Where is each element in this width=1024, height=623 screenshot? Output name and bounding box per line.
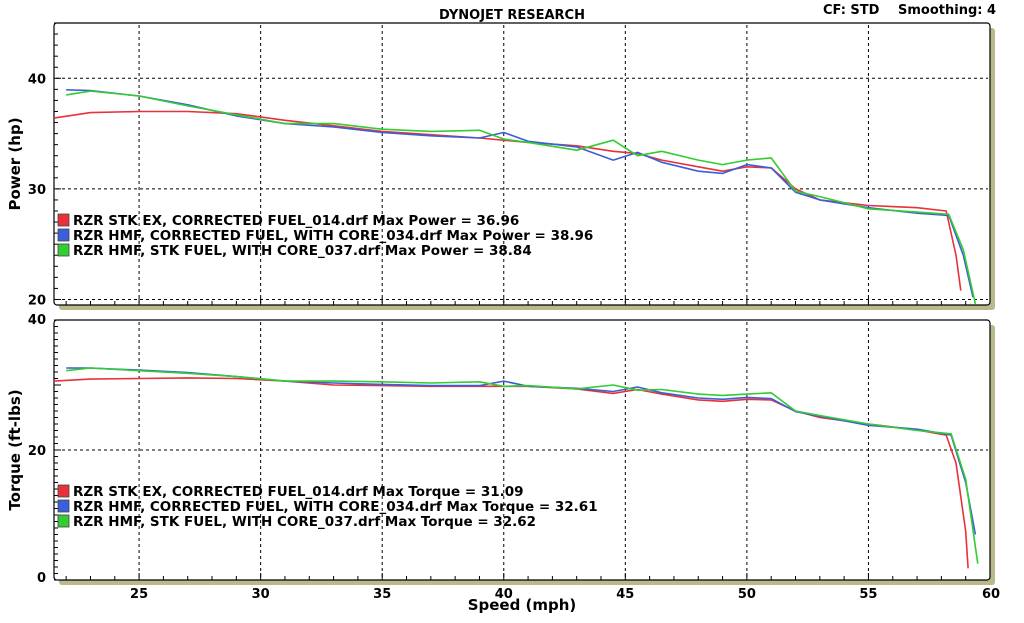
power-series-0 (53, 110, 962, 291)
power-y-axis-label: Power (hp) (6, 117, 24, 210)
torque-legend-swatch-1 (57, 499, 70, 513)
power-legend: RZR STK EX, CORRECTED FUEL_014.drf Max P… (57, 213, 593, 259)
power-y-tick-label: 40 (28, 72, 46, 87)
torque-y-tick-label: 40 (28, 313, 46, 328)
torque-legend-entry-0: RZR STK EX, CORRECTED FUEL_014.drf Max T… (73, 484, 524, 500)
power-series-2 (66, 90, 977, 305)
x-tick-label: 30 (252, 587, 270, 602)
x-tick-label: 25 (130, 587, 148, 602)
power-legend-entry-2: RZR HMF, STK FUEL, WITH CORE_037.drf Max… (73, 243, 532, 259)
power-panel: 20 30 40 RZR STK EX, CORRECTED FUEL_014.dr… (28, 22, 995, 310)
power-panel-frame (53, 22, 991, 306)
torque-series-2 (66, 367, 979, 564)
torque-panel: 0 20 40 25 30 35 40 45 50 55 60 RZR STK EX, CORREC… (28, 313, 1000, 602)
power-y-tick-label: 30 (28, 183, 46, 198)
x-tick-label: 40 (495, 587, 513, 602)
smoothing-label: Smoothing: 4 (898, 3, 996, 18)
power-series-group (53, 89, 977, 305)
cf-label: CF: STD (823, 3, 880, 18)
torque-legend-swatch-0 (57, 484, 70, 498)
torque-y-tick-label: 20 (28, 444, 46, 459)
torque-y-tick-label: 0 (37, 571, 46, 586)
power-legend-swatch-0 (57, 213, 70, 227)
power-legend-swatch-1 (57, 228, 70, 242)
torque-y-axis-label: Torque (ft-lbs) (6, 389, 24, 510)
torque-legend-entry-1: RZR HMF, CORRECTED FUEL, WITH CORE_034.d… (73, 499, 598, 515)
torque-legend-entry-2: RZR HMF, STK FUEL, WITH CORE_037.drf Max… (73, 514, 536, 530)
x-tick-label: 60 (982, 587, 1000, 602)
x-axis-label: Speed (mph) (468, 596, 577, 614)
torque-legend-swatch-2 (57, 514, 70, 528)
x-tick-label: 45 (616, 587, 634, 602)
power-legend-swatch-2 (57, 243, 70, 257)
chart-header-title: DYNOJET RESEARCH (439, 8, 585, 23)
power-tick-labels: 20 30 40 (28, 72, 46, 308)
power-legend-entry-1: RZR HMF, CORRECTED FUEL, WITH CORE_034.d… (73, 228, 593, 244)
torque-gridlines (54, 319, 988, 581)
x-tick-label: 35 (373, 587, 391, 602)
power-y-tick-label: 20 (28, 293, 46, 308)
x-tick-label: 55 (859, 587, 877, 602)
torque-tick-labels: 0 20 40 25 30 35 40 45 50 55 60 (28, 313, 1000, 602)
x-tick-label: 50 (738, 587, 756, 602)
power-gridlines (54, 22, 988, 305)
power-legend-entry-0: RZR STK EX, CORRECTED FUEL_014.drf Max P… (73, 213, 519, 229)
torque-series-group (53, 367, 979, 569)
torque-legend: RZR STK EX, CORRECTED FUEL_014.drf Max T… (57, 484, 598, 530)
